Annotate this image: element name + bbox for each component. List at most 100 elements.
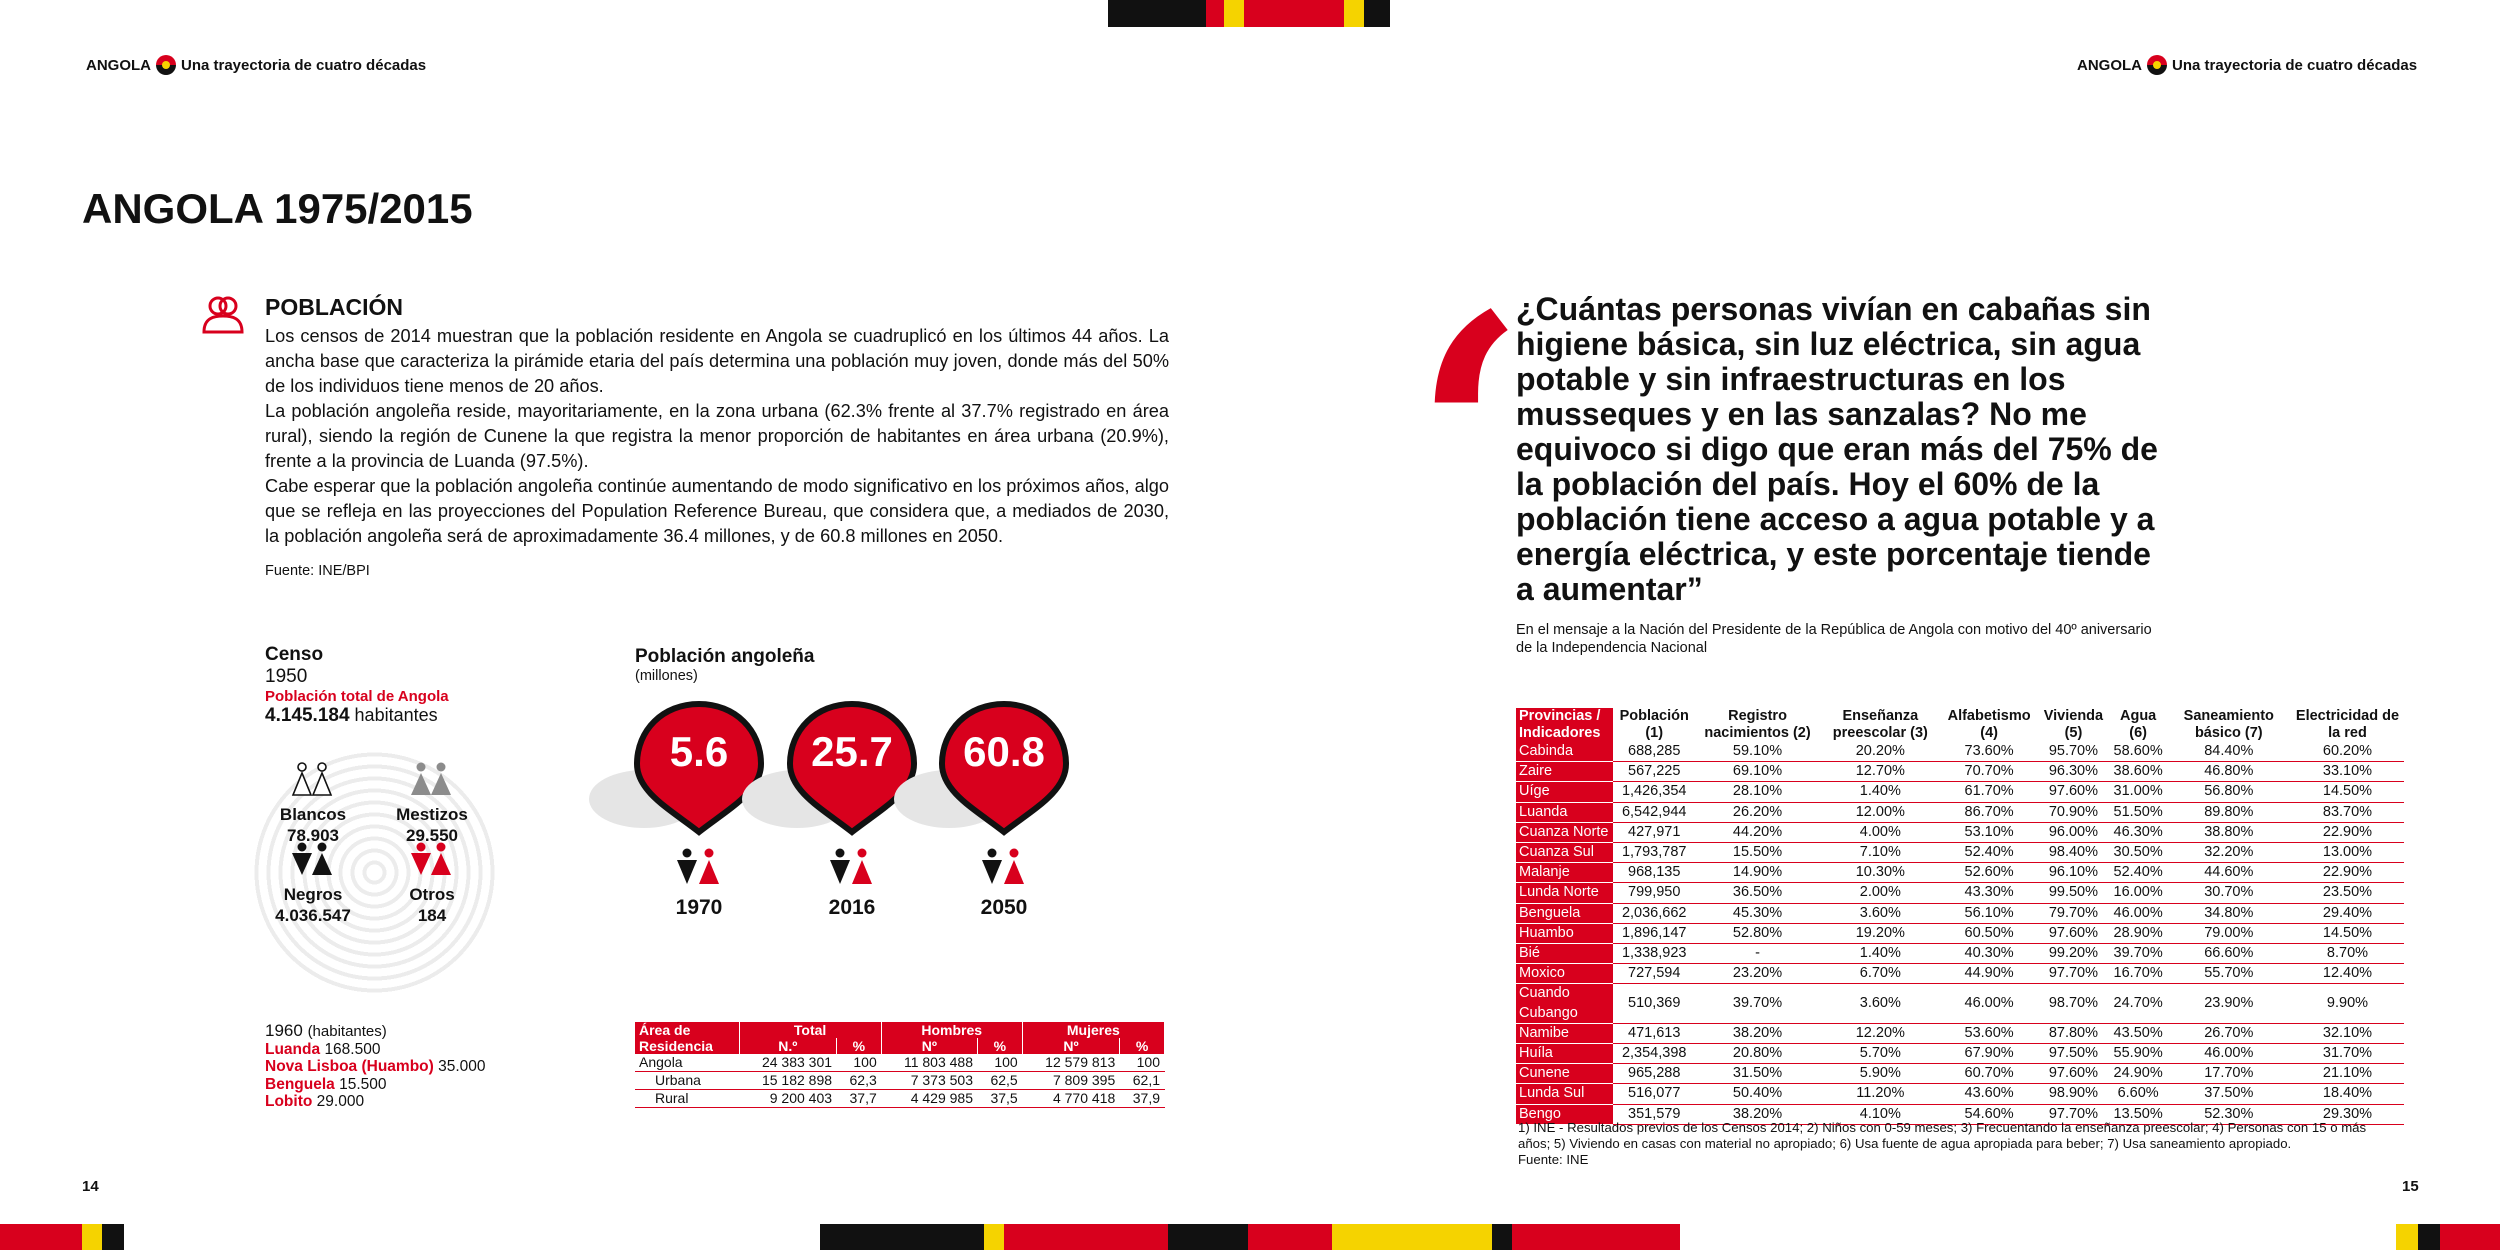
page-number-left: 14 [82,1178,99,1195]
table-cell: 2,354,398 [1613,1043,1696,1065]
table-cell: 471,613 [1613,1023,1696,1045]
table-cell: 96.30% [2037,761,2110,783]
province-name: Benguela [1516,903,1613,924]
table-cell: 96.10% [2037,862,2110,884]
table-header: Alfabetismo (4) [1947,708,2031,741]
table-cell: 16.00% [2109,882,2167,904]
table-header: Área de Residencia [635,1022,740,1054]
table-cell: 59.10% [1695,742,1820,763]
table-cell: 7 809 395 [1022,1071,1121,1090]
group-blancos: Blancos 78.903 [253,762,373,846]
page-title: ANGOLA 1975/2015 [82,185,473,232]
header-subtitle: Una trayectoria de cuatro décadas [2172,56,2418,74]
table-cell: 31.70% [2290,1043,2404,1065]
table-cell: 567,225 [1613,761,1696,783]
angola-emblem-icon [2147,55,2167,75]
page-number-right: 15 [2402,1178,2419,1195]
province-name: Cuanza Sul [1516,842,1613,864]
table-cell: 351,579 [1613,1104,1696,1125]
table-cell: 60.50% [1941,923,2038,945]
table-cell: 33.10% [2290,761,2404,783]
city-row: Benguela 15.500 [265,1075,387,1093]
table-cell: 97.60% [2037,781,2110,803]
province-name: Zaire [1516,761,1613,783]
table-header: Saneamiento básico (7) [2183,708,2274,741]
table-cell: 99.20% [2037,943,2110,965]
table-cell: 26.70% [2166,1023,2291,1045]
table-cell: 14.50% [2290,781,2404,803]
table-cell: 3.60% [1819,983,1942,1024]
table-cell: 37,7 [836,1089,882,1108]
table-cell: 965,288 [1613,1063,1696,1085]
table-cell: 86.70% [1941,802,2038,823]
table-cell: 95.70% [2037,742,2110,763]
table-cell: 31.00% [2109,781,2167,803]
table-header: Enseñanza preescolar (3) [1832,708,1928,741]
table-row: Moxico 727,594 23.20% 6.70% 44.90% 97.70% 16.7… [1516,963,2404,985]
table-notes: 1) INE - Resultados previos de los Censo… [1518,1120,2398,1168]
table-cell: 1,793,787 [1613,842,1696,864]
table-row: Lunda Norte 799,950 36.50% 2.00% 43.30% 99.50… [1516,882,2404,904]
table-subheader: N.º [739,1038,838,1054]
table-cell: 70.70% [1941,761,2038,783]
table-cell: 1.40% [1819,943,1942,965]
paragraph: Los censos de 2014 muestran que la pobla… [265,326,1169,396]
table-cell: 9 200 403 [739,1089,838,1108]
table-cell: 36.50% [1695,882,1820,904]
section-body: Los censos de 2014 muestran que la pobla… [265,324,1169,549]
censo-1950: Censo 1950 Población total de Angola 4.1… [265,644,449,727]
source-note: Fuente: INE [1518,1152,1589,1167]
table-cell: 5.70% [1819,1043,1942,1065]
quote-attribution: En el mensaje a la Nación del Presidente… [1516,622,2152,656]
province-name: Namibe [1516,1023,1613,1045]
paragraph: Cabe esperar que la población angoleña c… [265,476,1169,546]
census-1960-year: 1960 [265,1021,303,1040]
table-cell: Urbana [635,1071,740,1090]
table-row: Bengo 351,579 38.20% 4.10% 54.60% 97.70% 13.50… [1516,1104,2404,1125]
residence-area-table: Área de Residencia Total Hombres Mujeres… [635,1022,1166,1108]
table-cell: 22.90% [2290,862,2404,884]
table-subheader: Nº [881,1038,979,1054]
table-subheader: % [836,1038,882,1054]
table-cell: Rural [635,1089,740,1108]
table-cell: 52.40% [2109,862,2167,884]
table-cell: 31.50% [1695,1063,1820,1085]
pin-year: 1970 [675,896,723,919]
group-value: 4.036.547 [275,906,351,925]
pin-value: 5.6 [669,728,729,775]
province-name: Huambo [1516,923,1613,945]
table-cell: 99.50% [2037,882,2110,904]
section-heading: POBLACIÓN [265,294,403,320]
group-name: Negros [283,885,343,904]
bottom-flag-strip-left [0,1224,124,1250]
table-cell: 6.70% [1819,963,1942,985]
black-people-icon [253,842,373,878]
table-cell: 14.90% [1695,862,1820,884]
table-cell: 5.90% [1819,1063,1942,1085]
table-cell: 12.20% [1819,1023,1942,1045]
table-cell: 52.60% [1941,862,2038,884]
table-cell: 46.00% [2166,1043,2291,1065]
table-cell: 727,594 [1613,963,1696,985]
table-header: Población (1) [1619,708,1689,741]
table-cell: 7.10% [1819,842,1942,864]
province-name: Luanda [1516,802,1613,823]
province-name: Huíla [1516,1043,1613,1065]
pin-year: 2016 [828,896,876,919]
table-cell: 32.10% [2290,1023,2404,1045]
table-cell: 46.30% [2109,822,2167,844]
table-cell: 1,426,354 [1613,781,1696,803]
table-cell: 19.20% [1819,923,1942,945]
table-cell: 15 182 898 [739,1071,838,1090]
table-cell: 13.00% [2290,842,2404,864]
table-cell: 44.90% [1941,963,2038,985]
population-pin-2050: 60.8 2050 [894,700,1079,930]
concentric-rings-graphic [252,750,497,995]
province-name: Uíge [1516,781,1613,803]
table-cell: 6.60% [2109,1083,2167,1105]
group-name: Blancos [279,805,347,824]
table-cell: 7 373 503 [881,1071,979,1090]
table-header: Provincias / Indicadores [1516,708,1613,742]
paragraph: La población angoleña reside, mayoritari… [265,401,1169,471]
table-row: Angola 24 383 301 100 11 803 488 100 12 579 8… [635,1054,1165,1072]
